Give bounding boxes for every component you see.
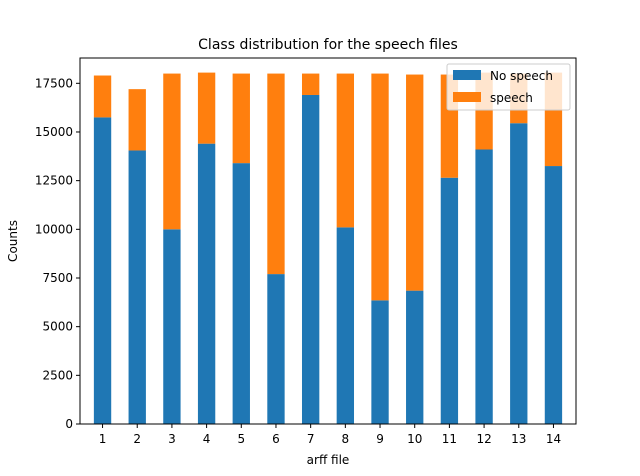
bar-speech-3 <box>163 73 181 230</box>
y-tick-label: 5000 <box>42 320 73 334</box>
bar-no-speech-14 <box>544 166 563 425</box>
chart-title: Class distribution for the speech files <box>198 37 458 53</box>
bar-no-speech-12 <box>475 149 493 424</box>
y-tick-label: 0 <box>65 417 73 431</box>
y-tick-label: 2500 <box>42 368 73 382</box>
legend-label-speech: speech <box>490 91 533 105</box>
x-tick-label: 1 <box>99 432 107 446</box>
x-tick-label: 14 <box>546 432 561 446</box>
x-tick-label: 3 <box>168 432 176 446</box>
x-axis-ticks: 1 2 3 4 5 6 7 8 9 10 11 12 13 14 <box>99 424 561 446</box>
bar-speech-10 <box>406 74 424 291</box>
bar-no-speech-8 <box>336 227 355 424</box>
x-tick-label: 11 <box>442 432 457 446</box>
y-axis-ticks: 0 2500 5000 7500 10000 12500 15000 17500 <box>35 76 80 431</box>
x-tick-label: 10 <box>407 432 422 446</box>
bar-no-speech-6 <box>267 274 285 424</box>
x-tick-label: 5 <box>237 432 245 446</box>
y-tick-label: 15000 <box>35 125 73 139</box>
bar-speech-2 <box>128 89 146 151</box>
bar-no-speech-9 <box>371 300 389 424</box>
bar-no-speech-13 <box>510 123 528 424</box>
bar-no-speech-11 <box>440 177 459 424</box>
x-tick-label: 4 <box>203 432 211 446</box>
plot-frame <box>79 57 577 425</box>
x-tick-label: 6 <box>272 432 280 446</box>
bar-no-speech-4 <box>197 143 216 424</box>
x-tick-label: 7 <box>307 432 315 446</box>
x-tick-label: 13 <box>511 432 526 446</box>
bar-no-speech-3 <box>163 229 181 424</box>
y-axis-label: Counts <box>6 220 20 262</box>
legend-swatch-no-speech <box>453 70 481 80</box>
x-axis-label: arff file <box>307 453 350 467</box>
x-tick-label: 8 <box>342 432 350 446</box>
legend-swatch-speech <box>453 92 481 102</box>
bar-speech-4 <box>197 72 216 144</box>
bar-speech-1 <box>93 75 112 118</box>
bar-speech-7 <box>301 73 320 95</box>
bar-speech-8 <box>336 73 355 228</box>
bar-speech-5 <box>232 73 250 164</box>
bars <box>93 72 563 425</box>
y-tick-label: 7500 <box>42 271 73 285</box>
bar-no-speech-2 <box>128 150 146 424</box>
bar-no-speech-1 <box>93 117 112 424</box>
legend-label-no-speech: No speech <box>490 69 553 83</box>
bar-no-speech-5 <box>232 163 250 424</box>
y-tick-label: 10000 <box>35 222 73 236</box>
x-tick-label: 9 <box>376 432 384 446</box>
x-tick-label: 12 <box>476 432 491 446</box>
bar-speech-9 <box>371 73 389 301</box>
bar-speech-6 <box>267 73 285 275</box>
bar-no-speech-7 <box>301 94 320 425</box>
y-tick-label: 12500 <box>35 174 73 188</box>
x-tick-label: 2 <box>133 432 141 446</box>
bar-no-speech-10 <box>406 290 424 424</box>
y-tick-label: 17500 <box>35 76 73 90</box>
legend: No speech speech <box>446 63 571 111</box>
